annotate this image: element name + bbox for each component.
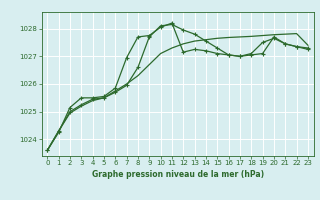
X-axis label: Graphe pression niveau de la mer (hPa): Graphe pression niveau de la mer (hPa) bbox=[92, 170, 264, 179]
